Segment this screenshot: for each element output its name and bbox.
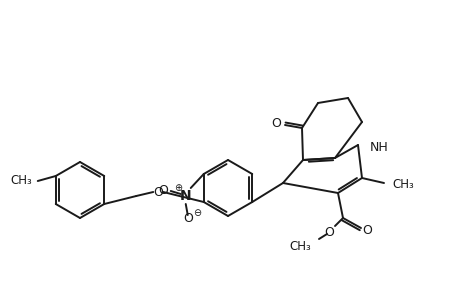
Text: N: N — [179, 189, 191, 203]
Text: NH: NH — [369, 140, 388, 154]
Text: O: O — [323, 226, 333, 238]
Text: O: O — [270, 116, 280, 130]
Text: O: O — [153, 185, 163, 199]
Text: ⊖: ⊖ — [192, 208, 201, 218]
Text: CH₃: CH₃ — [10, 173, 32, 187]
Text: O: O — [361, 224, 371, 236]
Text: CH₃: CH₃ — [289, 239, 310, 253]
Text: O: O — [157, 184, 168, 197]
Text: ⊕: ⊕ — [174, 183, 181, 193]
Text: O: O — [182, 212, 192, 224]
Text: CH₃: CH₃ — [391, 178, 413, 191]
